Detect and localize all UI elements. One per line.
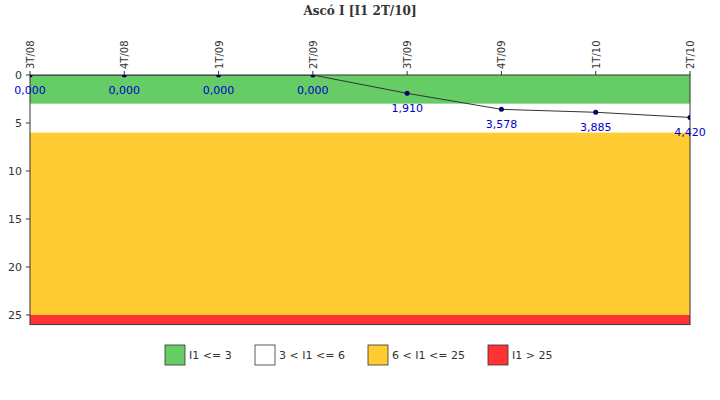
y-tick-label: 20 [8, 261, 22, 274]
band [30, 75, 690, 104]
y-tick [26, 267, 30, 268]
y-tick-label: 10 [8, 165, 22, 178]
legend-swatch [165, 345, 185, 365]
x-tick [218, 71, 219, 75]
x-tick-label: 3T/08 [25, 40, 36, 69]
legend-label: 3 < I1 <= 6 [279, 349, 345, 362]
y-tick-label: 0 [15, 69, 22, 82]
title: Ascó I [I1 2T/10] [302, 4, 416, 18]
marker [405, 91, 410, 96]
y-tick [26, 315, 30, 316]
x-tick-label: 2T/10 [685, 40, 696, 69]
marker [688, 115, 691, 120]
x-tick [124, 71, 125, 75]
y-tick-label: 15 [8, 213, 22, 226]
marker [30, 75, 33, 78]
data-label: 4,420 [674, 126, 706, 139]
marker [593, 110, 598, 115]
legend-label: I1 <= 3 [189, 349, 232, 362]
legend-label: I1 > 25 [512, 349, 552, 362]
x-tick-label: 4T/09 [496, 40, 507, 69]
legend-swatch [255, 345, 275, 365]
plot-area [30, 75, 690, 325]
x-tick-label: 2T/09 [308, 40, 319, 69]
y-tick-label: 25 [8, 309, 22, 322]
data-label: 3,885 [580, 121, 612, 134]
data-label: 0,000 [203, 84, 235, 97]
x-tick-label: 3T/09 [402, 40, 413, 69]
frame [30, 75, 690, 325]
y-tick [26, 171, 30, 172]
data-label: 0,000 [109, 84, 141, 97]
x-tick [312, 71, 313, 75]
y-tick [26, 75, 30, 76]
line [30, 75, 690, 117]
x-tick [595, 71, 596, 75]
x-tick-label: 1T/09 [214, 40, 225, 69]
x-tick [30, 71, 31, 75]
x-tick [690, 71, 691, 75]
legend-label: 6 < I1 <= 25 [392, 349, 465, 362]
x-tick [501, 71, 502, 75]
legend-swatch [368, 345, 388, 365]
data-label: 0,000 [14, 84, 46, 97]
y-tick [26, 123, 30, 124]
x-tick-label: 4T/08 [119, 40, 130, 69]
marker [122, 75, 127, 78]
chart: Ascó I [I1 2T/10] 0 5 10 15 20 25 3T/08 4T/08 1T/… [0, 0, 720, 400]
marker [216, 75, 221, 78]
data-label: 1,910 [391, 102, 423, 115]
band [30, 315, 690, 325]
y-tick-label: 5 [15, 117, 22, 130]
data-label: 0,000 [297, 84, 329, 97]
series-group [30, 75, 690, 120]
x-tick [407, 71, 408, 75]
data-label: 3,578 [486, 118, 518, 131]
y-tick [26, 219, 30, 220]
marker [499, 107, 504, 112]
band [30, 133, 690, 315]
x-tick-label: 1T/10 [591, 40, 602, 69]
marker [310, 75, 315, 78]
legend-swatch [488, 345, 508, 365]
